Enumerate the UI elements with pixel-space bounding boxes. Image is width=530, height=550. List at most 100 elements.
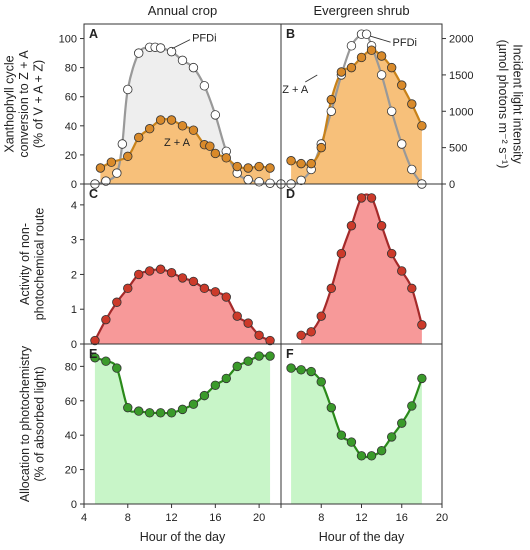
- npq-point: [144, 266, 155, 276]
- za-point: [210, 148, 221, 159]
- panel-letter-b: B: [286, 27, 295, 41]
- photochem-point: [356, 451, 367, 461]
- npq-point: [376, 221, 387, 231]
- za-point: [243, 163, 253, 173]
- y2-axis-label: Incident light intensity: [510, 44, 524, 164]
- npq-point: [101, 314, 111, 325]
- photochem-point: [326, 402, 337, 413]
- za-point: [376, 51, 387, 61]
- za-point: [177, 121, 188, 131]
- npq-point: [90, 335, 100, 346]
- photochem-point: [286, 363, 296, 373]
- photochem-point: [112, 363, 122, 373]
- pfd-point: [155, 43, 166, 53]
- y-tick-label: 40: [65, 430, 77, 442]
- za-point: [316, 142, 326, 153]
- npq-point: [123, 283, 133, 294]
- za-point: [346, 62, 357, 73]
- photochem-point: [306, 366, 316, 377]
- y2-tick-label: 0: [449, 179, 455, 191]
- y-axis-label-row1: Xanthophyll cycle: [3, 55, 17, 152]
- photochem-point: [123, 402, 133, 413]
- npq-point: [112, 297, 122, 307]
- npq-point: [254, 330, 264, 341]
- npq-point: [326, 283, 337, 294]
- photochem-point: [199, 390, 210, 401]
- pfd-point: [134, 48, 144, 58]
- pfd-point: [123, 84, 133, 95]
- za-point: [254, 161, 264, 172]
- y-tick-label: 40: [65, 121, 77, 133]
- photochem-point: [366, 451, 377, 461]
- frame-layer: [80, 23, 446, 508]
- y-tick-label: 0: [71, 339, 77, 351]
- photochem-point: [346, 437, 357, 447]
- y-axis-label-row1: (% of V + A + Z): [32, 60, 46, 148]
- za-point: [386, 62, 397, 73]
- y-tick-label: 2: [71, 269, 77, 281]
- pfd-annotation: PFDi: [192, 33, 216, 45]
- x-axis-label: Hour of the day: [319, 530, 405, 544]
- panel-letter-a: A: [89, 27, 98, 41]
- npq-point: [155, 264, 166, 274]
- y-axis-label-row3: Allocation to photochemistry: [18, 345, 32, 502]
- photochem-point: [376, 445, 387, 456]
- pfd-point: [407, 164, 417, 175]
- photochem-area-fill: [94, 355, 271, 504]
- npq-point: [306, 327, 316, 337]
- za-point: [188, 125, 199, 135]
- y-tick-label: 80: [65, 63, 77, 75]
- za-annotation: Z + A: [282, 84, 309, 96]
- y2-tick-label: 1000: [449, 106, 473, 118]
- za-point: [221, 153, 231, 163]
- panel-letter-d: D: [286, 187, 295, 201]
- pfd-point: [326, 106, 337, 116]
- za-point: [286, 156, 296, 166]
- photochem-point: [210, 380, 221, 390]
- npq-point: [199, 283, 210, 294]
- npq-point: [407, 283, 417, 294]
- npq-area-fill: [301, 194, 422, 344]
- npq-point: [166, 267, 177, 278]
- za-point: [166, 115, 177, 125]
- za-point: [417, 121, 427, 131]
- npq-point: [188, 276, 199, 287]
- npq-point: [221, 292, 231, 302]
- panel-letter-e: E: [89, 347, 97, 361]
- photochem-point: [417, 373, 427, 384]
- npq-point: [296, 330, 306, 341]
- y2-tick-label: 1500: [449, 70, 473, 82]
- za-annotation: Z + A: [164, 137, 191, 149]
- marker-layer: [90, 29, 427, 461]
- za-point: [144, 124, 155, 134]
- pfd-point: [243, 174, 253, 185]
- pfd-point: [361, 29, 372, 39]
- za-point: [336, 67, 347, 77]
- pfd-point: [265, 178, 275, 188]
- npq-point: [366, 193, 377, 203]
- pfd-point: [188, 62, 199, 73]
- photochem-point: [177, 404, 188, 415]
- y-tick-label: 4: [71, 200, 77, 212]
- panel-letter-c: C: [89, 187, 98, 201]
- za-point: [326, 94, 337, 105]
- y-tick-label: 60: [65, 92, 77, 104]
- pfd-point: [386, 106, 397, 116]
- y-tick-label: 1: [71, 304, 77, 316]
- npq-point: [177, 273, 188, 283]
- npq-point: [232, 311, 242, 321]
- pfd-point: [112, 168, 122, 178]
- y-axis-label-row1: conversion to Z + A: [17, 50, 31, 158]
- npq-point: [336, 248, 347, 259]
- y-axis-label-row2: photochemical route: [32, 208, 46, 321]
- x-tick-label: 20: [253, 512, 265, 524]
- pfd-point: [397, 139, 407, 149]
- pfd-annotation-arrow: [171, 39, 191, 50]
- za-point: [95, 163, 106, 173]
- y-tick-label: 3: [71, 235, 77, 247]
- npq-point: [316, 311, 326, 321]
- pfd-point: [210, 110, 221, 120]
- za-point: [407, 99, 417, 109]
- y-tick-label: 20: [65, 465, 77, 477]
